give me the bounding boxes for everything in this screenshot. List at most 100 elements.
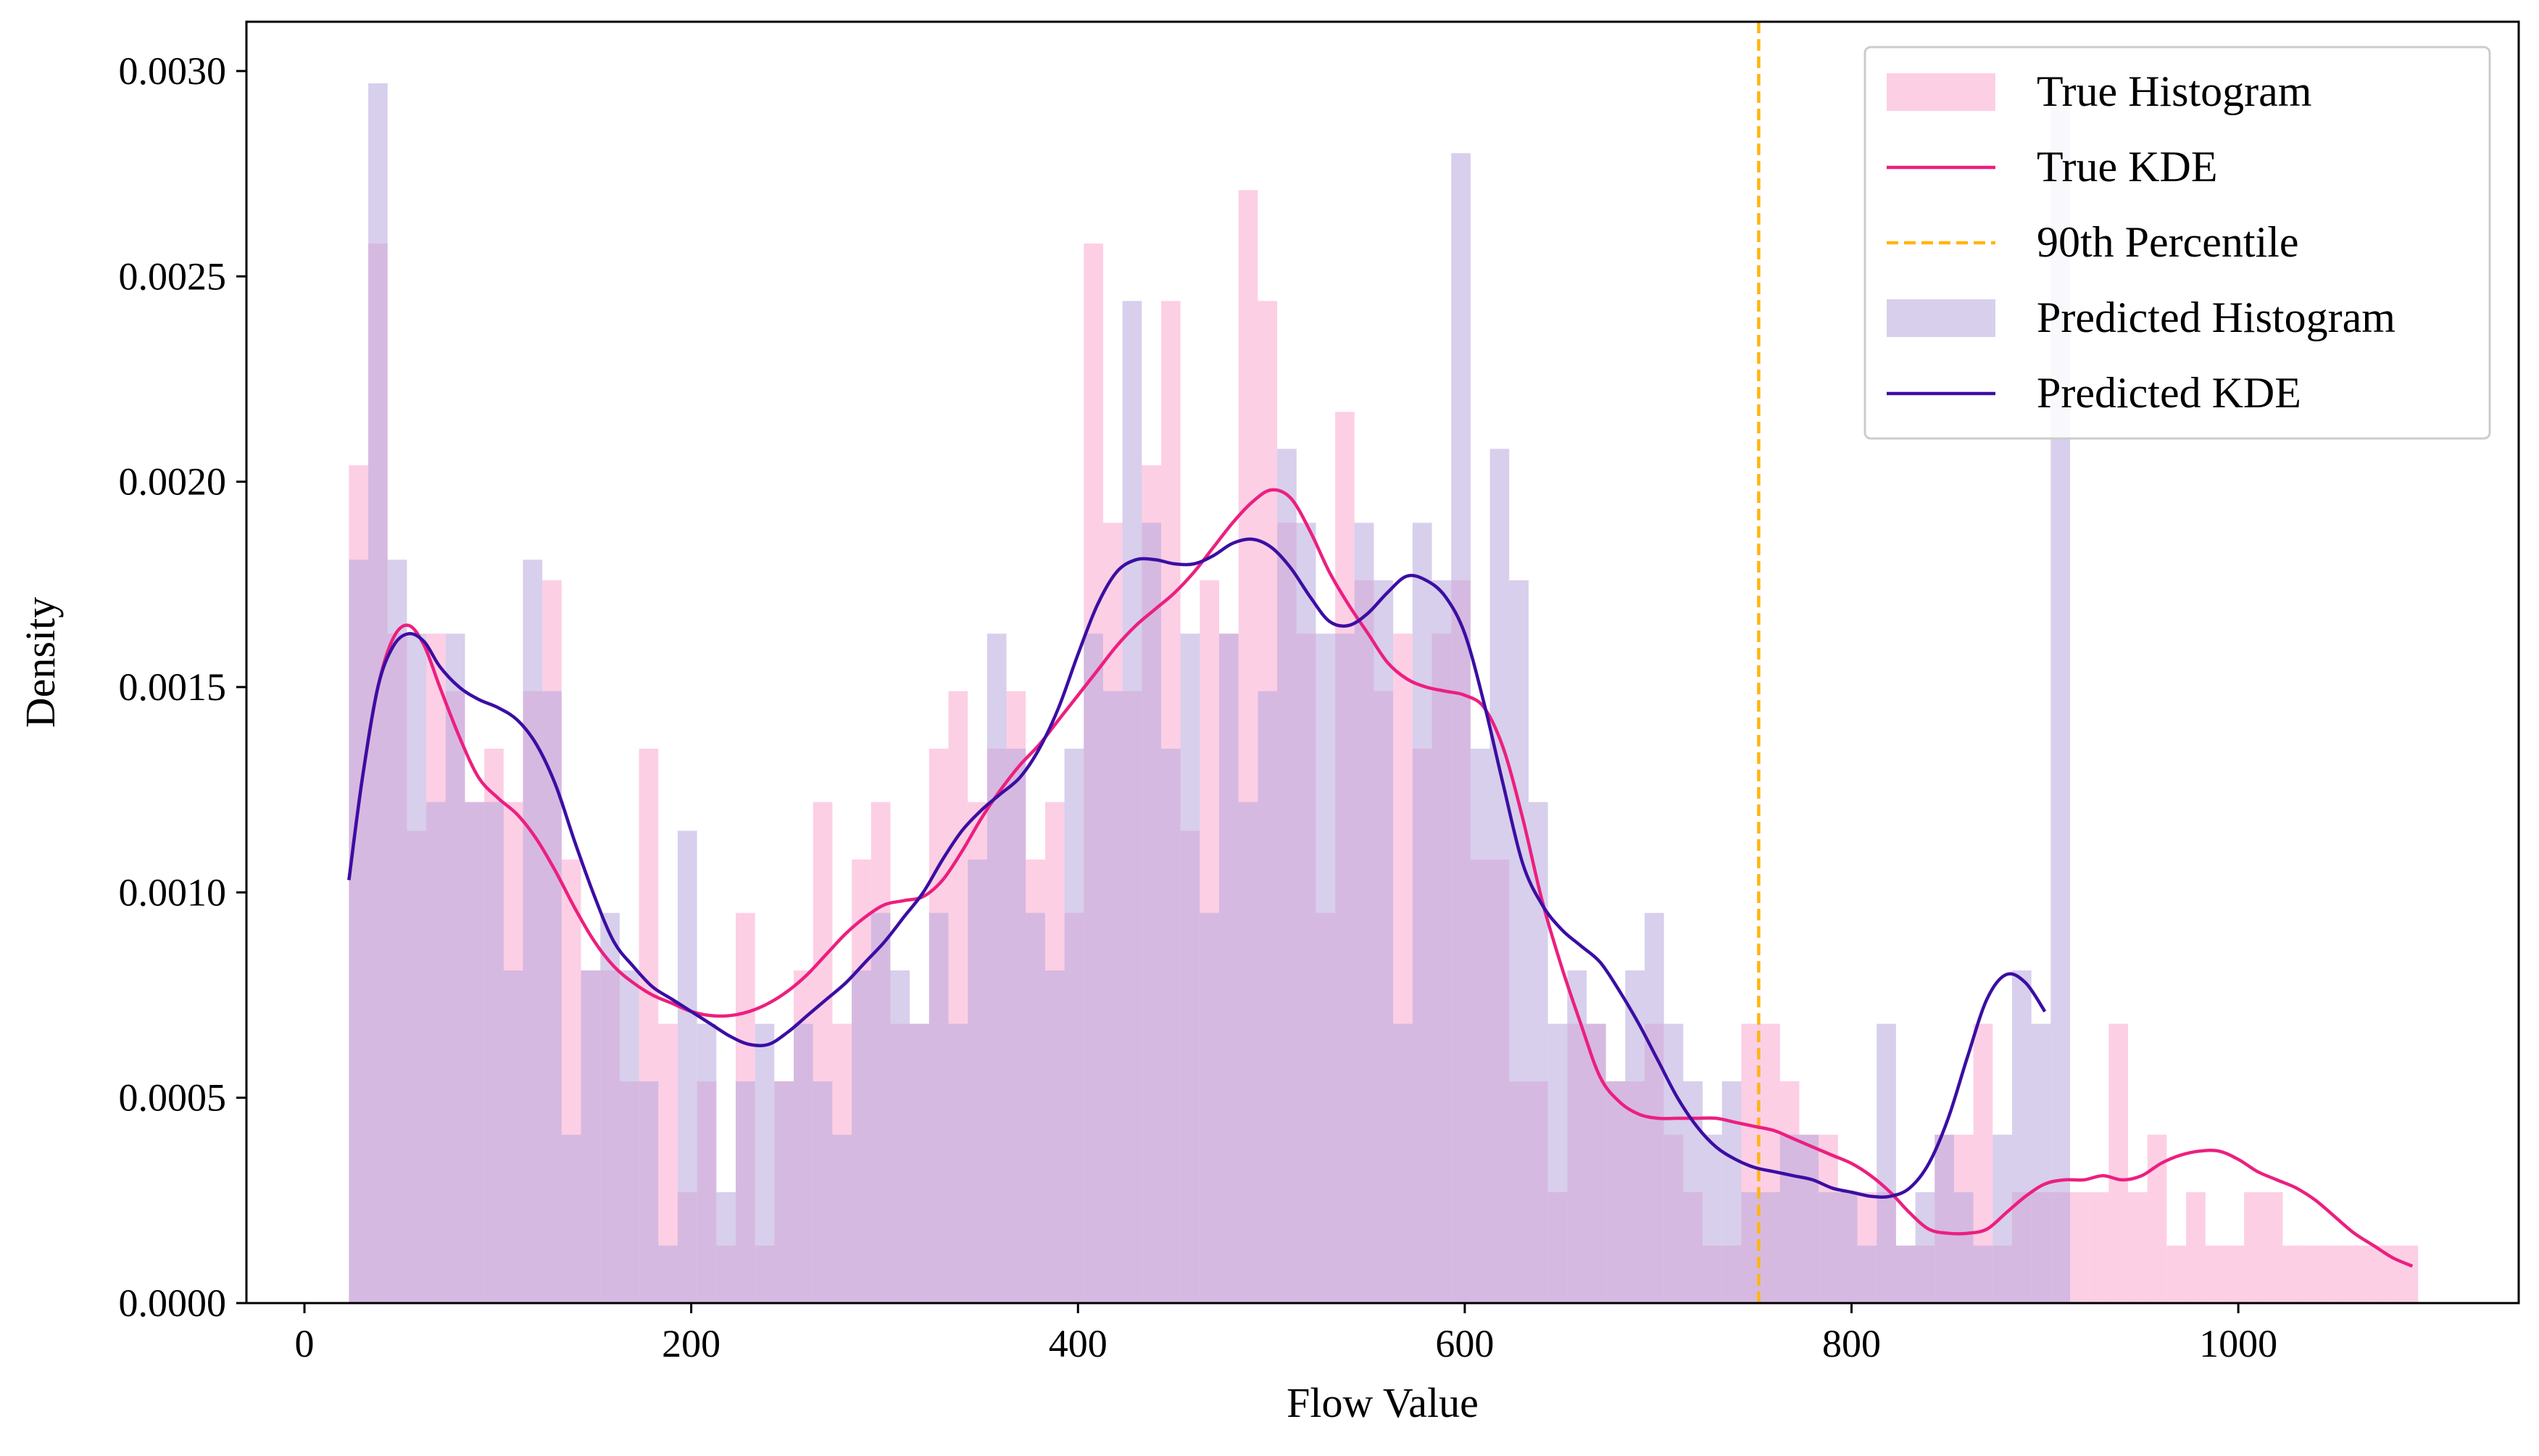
pred-hist-bar-49 <box>1296 523 1316 1304</box>
pred-hist-bar-13 <box>600 912 620 1303</box>
true-hist-bar-95 <box>2186 1192 2206 1303</box>
x-tick-label: 0 <box>295 1322 315 1365</box>
legend: True Histogram True KDE 90th Percentile Pre… <box>1863 46 2491 440</box>
y-tick-label: 0.0015 <box>119 665 227 709</box>
pred-hist-bar-43 <box>1180 633 1200 1303</box>
true-hist-bar-99 <box>2263 1192 2283 1303</box>
pred-hist-bar-52 <box>1354 523 1374 1304</box>
pred-hist-bar-62 <box>1547 1023 1568 1303</box>
pred-hist-bar-80 <box>1895 1245 1916 1303</box>
pred-hist-bar-20 <box>736 1081 755 1303</box>
pred-hist-bar-42 <box>1161 749 1181 1303</box>
legend-item-pred-hist: Predicted Histogram <box>1887 294 2395 341</box>
legend-label: 90th Percentile <box>2037 218 2299 266</box>
pred-hist-bar-27 <box>870 912 891 1303</box>
pred-hist-bar-32 <box>968 860 987 1303</box>
pred-hist-bar-56 <box>1431 580 1452 1303</box>
pred-hist-bar-22 <box>774 1081 794 1303</box>
true-hist-bar-103 <box>2340 1245 2361 1303</box>
pred-hist-bar-63 <box>1567 970 1587 1303</box>
pred-hist-bar-84 <box>1973 1245 1993 1303</box>
pred-hist-bar-79 <box>1877 1023 1896 1303</box>
y-tick-label: 0.0025 <box>119 254 227 298</box>
pred-hist-bar-12 <box>581 970 601 1303</box>
pred-hist-bar-6 <box>465 802 485 1303</box>
plot-area-frame <box>245 20 2520 1305</box>
true-hist-bar-93 <box>2147 1134 2167 1303</box>
legend-item-percentile: 90th Percentile <box>1887 218 2299 266</box>
y-axis-label: Density <box>17 597 64 728</box>
pred-hist-bar-83 <box>1953 1192 1974 1303</box>
y-tick-label: 0.0000 <box>119 1281 227 1325</box>
legend-frame <box>1863 46 2491 440</box>
pred-hist-bar-41 <box>1142 523 1162 1304</box>
pred-hist-bar-65 <box>1605 1081 1626 1303</box>
x-tick-label: 800 <box>1822 1322 1881 1365</box>
pred-hist-bar-81 <box>1915 1192 1935 1303</box>
pred-hist-bar-55 <box>1412 523 1432 1304</box>
pred-hist-bar-82 <box>1935 1134 1954 1303</box>
pred-hist-bar-29 <box>910 1023 929 1303</box>
pred-hist-bar-48 <box>1277 449 1297 1304</box>
pred-hist-bar-19 <box>716 1192 736 1303</box>
legend-label: True KDE <box>2037 143 2217 191</box>
true-hist-bar-98 <box>2244 1192 2264 1303</box>
pred-hist-bar-5 <box>445 633 465 1303</box>
x-tick-label: 600 <box>1435 1322 1494 1365</box>
pred-hist-bar-59 <box>1489 449 1510 1304</box>
pred-hist-bar-16 <box>658 1245 678 1303</box>
true-hist-bar-106 <box>2398 1245 2419 1303</box>
pred-hist-bar-78 <box>1857 1245 1877 1303</box>
y-tick-label: 0.0020 <box>119 460 227 504</box>
true-hist-bar-96 <box>2205 1245 2225 1303</box>
pred-hist-bar-46 <box>1238 802 1258 1303</box>
y-axis-ticks: 0.0000 0.0005 0.0010 0.0015 0.0020 0.0025 0.00… <box>119 49 246 1325</box>
true-hist-bar-102 <box>2321 1245 2341 1303</box>
x-tick-label: 200 <box>662 1322 720 1365</box>
true-kde-line <box>347 488 2414 1268</box>
true-hist-bar-92 <box>2128 1192 2148 1303</box>
pred-hist-bar-50 <box>1316 633 1336 1303</box>
pred-hist-bar-36 <box>1044 970 1065 1303</box>
pred-hist-bar-68 <box>1663 1023 1684 1303</box>
pred-hist-bar-34 <box>1006 749 1026 1303</box>
pred-hist-bar-0 <box>349 559 369 1304</box>
pred-hist-bar-39 <box>1102 691 1123 1303</box>
predicted-kde-line <box>347 537 2047 1199</box>
x-tick-label: 400 <box>1049 1322 1108 1365</box>
y-tick-label: 0.0010 <box>119 870 227 914</box>
pred-hist-bar-77 <box>1837 1192 1858 1303</box>
pred-hist-bar-66 <box>1625 970 1645 1303</box>
pred-hist-bar-71 <box>1721 1081 1742 1303</box>
pred-hist-bar-54 <box>1393 1023 1413 1303</box>
pred-hist-bar-40 <box>1122 301 1142 1303</box>
pred-hist-bar-37 <box>1064 749 1084 1303</box>
pred-hist-bar-76 <box>1819 1192 1838 1303</box>
legend-swatch <box>1887 73 1995 111</box>
pred-hist-bar-73 <box>1761 1192 1780 1303</box>
pred-hist-bar-15 <box>639 1081 659 1303</box>
pred-hist-bar-30 <box>928 912 949 1303</box>
pred-hist-bar-9 <box>523 559 543 1304</box>
pred-hist-bar-2 <box>387 559 407 1304</box>
legend-label: True Histogram <box>2037 67 2311 115</box>
pred-hist-bar-87 <box>2031 1023 2051 1303</box>
pred-hist-bar-3 <box>407 633 427 1303</box>
y-tick-label: 0.0005 <box>119 1076 227 1120</box>
pred-hist-bar-26 <box>852 970 871 1303</box>
pred-hist-bar-24 <box>813 1081 833 1303</box>
legend-item-true-kde: True KDE <box>1887 143 2217 191</box>
true-hist-bar-97 <box>2224 1245 2245 1303</box>
pred-hist-bar-38 <box>1084 633 1103 1303</box>
legend-label: Predicted Histogram <box>2037 294 2395 341</box>
pred-hist-bar-74 <box>1779 1134 1800 1303</box>
pred-hist-bar-25 <box>832 1134 852 1303</box>
legend-label: Predicted KDE <box>2037 369 2301 417</box>
pred-hist-bar-67 <box>1645 912 1664 1303</box>
pred-hist-bar-18 <box>697 1023 717 1303</box>
pred-hist-bar-53 <box>1374 580 1394 1303</box>
pred-hist-bar-35 <box>1026 912 1045 1303</box>
pred-hist-bar-28 <box>890 970 910 1303</box>
legend-item-pred-kde: Predicted KDE <box>1887 369 2301 417</box>
